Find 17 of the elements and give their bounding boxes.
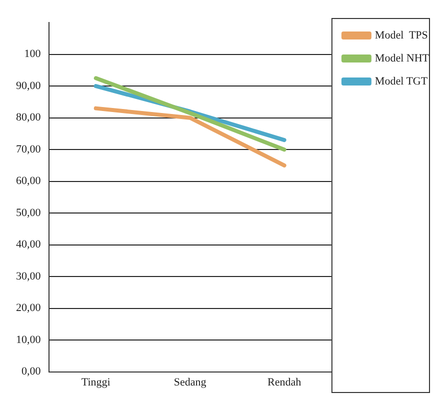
y-tick-label: 20,00 [16,302,42,314]
y-tick-label: 50,00 [16,206,42,219]
x-tick-label: Rendah [268,376,302,388]
y-tick-label: 80,00 [16,112,42,124]
y-tick-label: 100 [24,48,42,60]
legend-label: Model TPS [374,29,428,42]
x-tick-label: Sedang [174,376,207,388]
legend-label: Model TGT [374,75,428,88]
y-tick-label: 40,00 [16,238,42,251]
y-tick-label: 90,00 [16,80,42,92]
legend-label: Model NHT [374,52,430,64]
y-tick-label: 10,00 [16,334,42,346]
y-tick-label: 0,00 [22,366,42,378]
y-tick-label: 70,00 [16,143,42,156]
x-tick-label: Tinggi [81,376,110,388]
y-tick-label: 60,00 [16,175,42,188]
y-tick-label: 30,00 [16,270,42,282]
